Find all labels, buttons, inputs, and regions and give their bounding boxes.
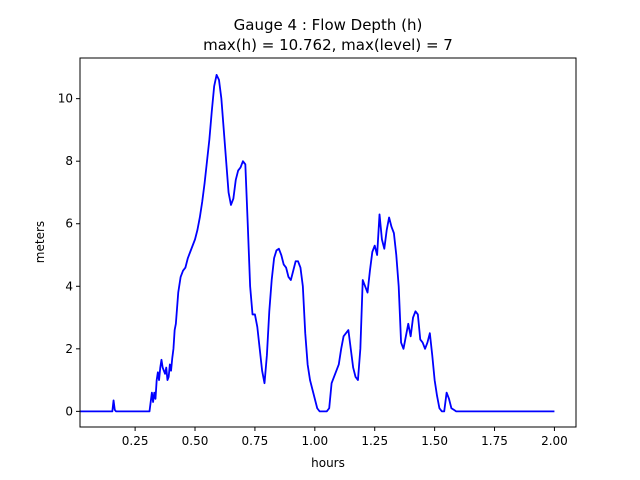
x-tick-label: 1.50 — [421, 434, 448, 448]
x-tick-label: 0.75 — [242, 434, 269, 448]
x-tick-label: 0.25 — [122, 434, 149, 448]
chart-title-line1: Gauge 4 : Flow Depth (h) — [234, 16, 423, 34]
series-line-0 — [80, 73, 555, 413]
x-tick-label: 1.75 — [481, 434, 508, 448]
y-tick-label: 4 — [65, 279, 73, 293]
y-tick-label: 8 — [65, 154, 73, 168]
y-tick-label: 10 — [58, 92, 73, 106]
plot-area — [80, 73, 555, 413]
x-tick-label: 2.00 — [541, 434, 568, 448]
x-tick-label: 1.25 — [361, 434, 388, 448]
y-axis-label: meters — [33, 221, 47, 263]
chart-title-line2: max(h) = 10.762, max(level) = 7 — [203, 36, 453, 54]
plot-frame — [79, 57, 577, 428]
x-tick-label: 1.00 — [301, 434, 328, 448]
axis-ticks: 0.25 0.50 0.75 1.00 1.25 1.50 1.75 2.00 0 2 4 6 8 10 — [58, 92, 568, 448]
x-axis-label: hours — [311, 456, 345, 470]
y-tick-label: 0 — [65, 404, 73, 418]
y-tick-label: 6 — [65, 217, 73, 231]
y-tick-label: 2 — [65, 342, 73, 356]
x-tick-label: 0.50 — [182, 434, 209, 448]
